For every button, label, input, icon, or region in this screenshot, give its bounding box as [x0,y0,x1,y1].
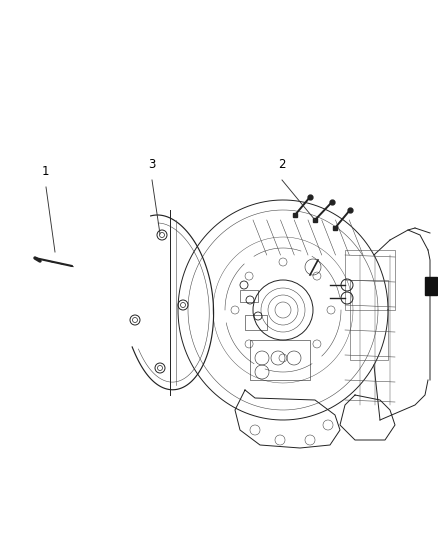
Bar [350,280,388,360]
Bar [240,290,258,302]
Text: 3: 3 [148,158,155,171]
Text: 2: 2 [278,158,286,171]
Bar [345,250,395,310]
Bar [250,340,310,380]
Text: 1: 1 [42,165,49,178]
Bar [425,277,437,295]
Bar [245,315,267,330]
